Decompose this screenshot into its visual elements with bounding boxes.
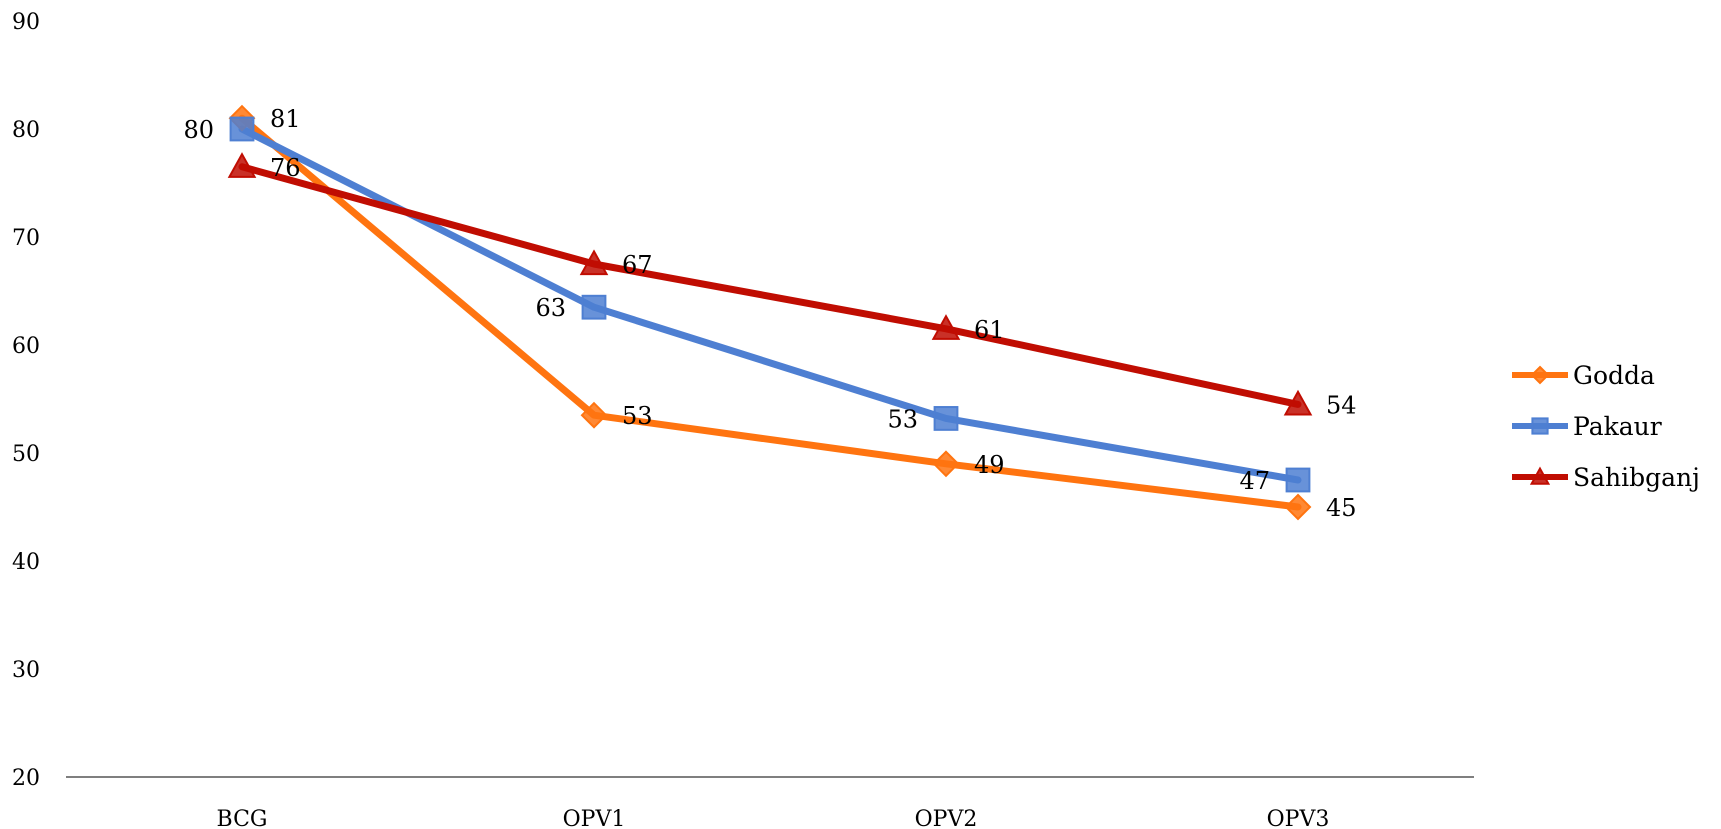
data-point-pakaur-bcg [229,116,255,142]
series-line-pakaur [238,125,1302,484]
y-tick-label-50: 50 [12,442,40,467]
marker-layer [227,104,1313,521]
series-line-sahibganj [238,163,1302,408]
data-label-pakaur-opv3: 47 [1239,467,1270,495]
series-layer: 81 53 49 45 80 63 53 47 76 67 61 54 [183,104,1357,522]
y-tick-label-20: 20 [12,766,40,791]
data-label-sahibganj-opv2: 61 [974,316,1005,344]
data-point-pakaur-opv1 [581,294,607,320]
data-point-godda-opv1 [580,401,608,429]
data-point-sahibganj-opv2 [931,314,961,340]
data-label-sahibganj-opv3: 54 [1326,391,1357,419]
legend-marker-sahibganj [1529,466,1551,485]
x-tick-label-opv2: OPV2 [915,807,978,829]
data-label-sahibganj-bcg: 76 [270,154,301,182]
x-tick-label-bcg: BCG [217,807,268,829]
data-point-sahibganj-opv3 [1283,389,1313,416]
data-label-godda-bcg: 81 [270,105,301,133]
legend-item-pakaur: Pakaur [1512,412,1662,441]
y-tick-label-90: 90 [12,10,40,35]
legend-label-pakaur: Pakaur [1573,412,1662,441]
data-label-pakaur-opv1: 63 [535,294,566,322]
y-axis-tick-labels: 20 30 40 50 60 70 80 90 [12,10,40,791]
legend: Godda Pakaur Sahibganj [1512,361,1700,492]
y-tick-label-80: 80 [12,118,40,143]
legend-marker-godda [1530,365,1550,385]
data-point-godda-opv3 [1284,493,1312,521]
x-tick-label-opv3: OPV3 [1267,807,1330,829]
y-tick-label-40: 40 [12,550,40,575]
y-tick-label-30: 30 [12,658,40,683]
x-axis-tick-labels: BCG OPV1 OPV2 OPV3 [217,807,1330,829]
data-label-godda-opv1: 53 [622,402,653,430]
legend-label-godda: Godda [1573,361,1655,390]
data-point-pakaur-opv3 [1285,467,1311,493]
data-label-sahibganj-opv1: 67 [622,251,653,279]
data-label-pakaur-opv2: 53 [887,405,918,433]
y-tick-label-60: 60 [12,334,40,359]
legend-item-godda: Godda [1512,361,1655,390]
legend-marker-pakaur [1531,417,1549,435]
legend-item-sahibganj: Sahibganj [1512,463,1700,492]
x-tick-label-opv1: OPV1 [563,807,626,829]
data-point-pakaur-opv2 [933,406,959,431]
legend-label-sahibganj: Sahibganj [1573,463,1700,492]
data-label-pakaur-bcg: 80 [183,116,214,144]
data-label-godda-opv2: 49 [974,451,1005,479]
data-label-layer: 81 53 49 45 80 63 53 47 76 67 61 54 [183,105,1356,522]
data-point-godda-opv2 [932,450,960,478]
data-label-godda-opv3: 45 [1326,494,1357,522]
series-line-godda [238,114,1302,511]
data-point-sahibganj-opv1 [579,249,609,276]
data-point-sahibganj-bcg [227,152,257,178]
y-tick-label-70: 70 [12,226,40,251]
